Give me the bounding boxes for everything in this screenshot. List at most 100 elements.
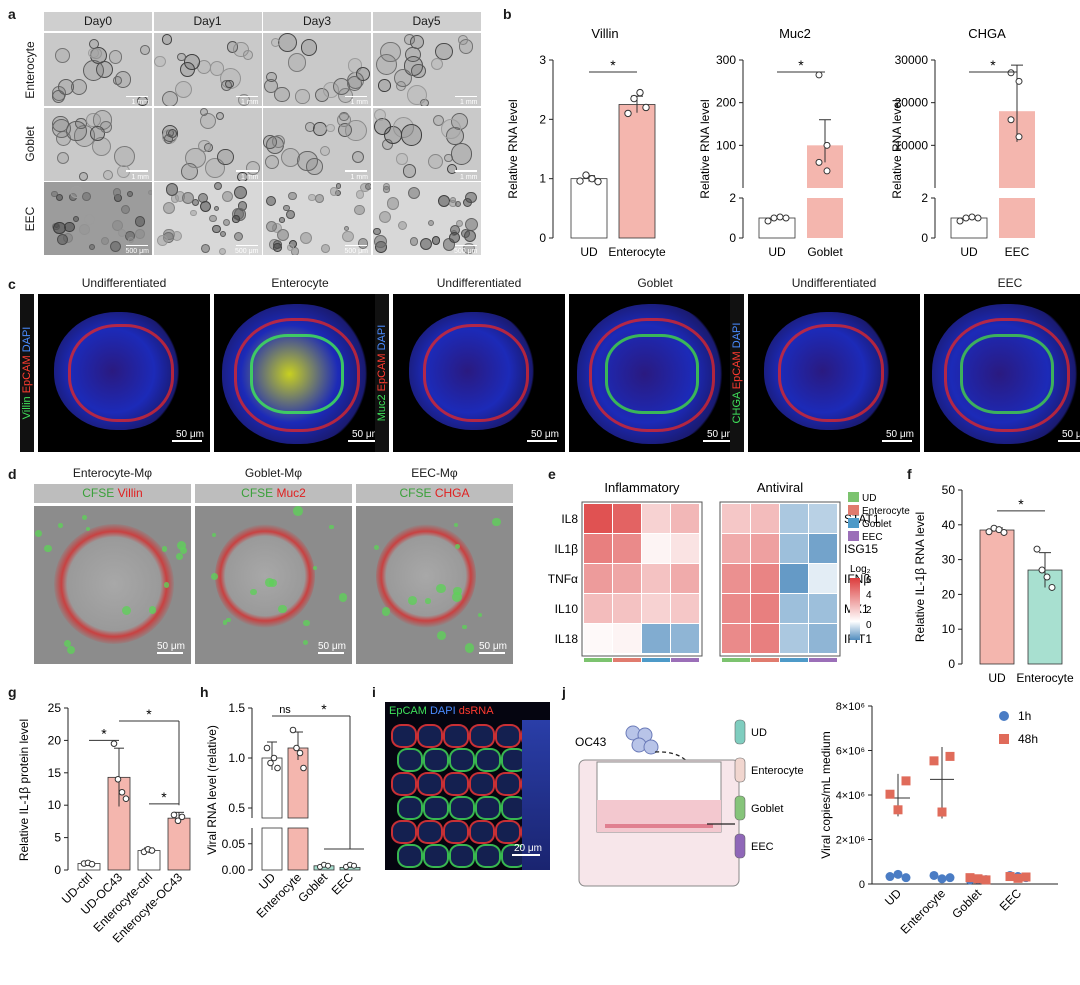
scale-label: 1 mm — [460, 99, 478, 106]
y-tick-label: 30 — [942, 553, 956, 567]
data-point — [985, 528, 993, 536]
image-title: Undifferentiated — [791, 276, 877, 290]
macrophage — [425, 598, 431, 604]
organoid — [343, 226, 349, 232]
micrograph-tile: 500 μm — [153, 182, 262, 255]
organoid — [190, 209, 198, 217]
data-point — [823, 167, 831, 175]
y-tick-label: 20 — [48, 733, 62, 747]
macrophage — [85, 527, 91, 532]
data-point — [267, 759, 274, 767]
organoid — [127, 191, 134, 198]
stain-strip: CHGA EpCAM DAPI — [730, 294, 744, 452]
y-tick-label: 0 — [539, 231, 546, 245]
heatmap-frame — [719, 501, 841, 657]
bar — [979, 529, 1015, 665]
organoid — [288, 191, 297, 201]
data-point — [293, 744, 300, 752]
organoid — [287, 53, 306, 72]
heatmap-cell — [751, 564, 779, 593]
legend-label: 48h — [1018, 732, 1038, 746]
organoid — [165, 182, 179, 196]
y-tick-label: 10000 — [895, 138, 929, 152]
y-tick-label: 0 — [948, 657, 955, 671]
scale-label: 20 μm — [514, 843, 542, 854]
organoid — [54, 47, 70, 63]
sig-star: * — [990, 57, 996, 73]
scale-bar — [479, 652, 505, 654]
organoid — [180, 62, 195, 78]
heatmap-cell — [780, 624, 808, 653]
panel-j-scatter-chart: Viral copies/mL medium 0 2×10⁶ 4×10⁶ 6×10⁶ 8×… — [819, 701, 1058, 937]
x-tick-label: UD — [882, 886, 904, 908]
data-point — [174, 817, 182, 825]
organoid — [431, 57, 444, 71]
micrograph-tile: 500 μm — [372, 182, 481, 255]
x-tick-label: UD — [580, 245, 598, 259]
organoid — [82, 191, 92, 201]
legend-label: UD — [862, 493, 876, 504]
scale-bar — [454, 170, 477, 172]
micrograph-tile: 1 mm — [263, 107, 371, 181]
heatmap-cell — [751, 534, 779, 563]
bar — [950, 217, 988, 239]
y-tick-label: 3 — [539, 53, 546, 67]
macrophage — [250, 588, 258, 596]
organoid — [162, 201, 176, 215]
day-header: Day1 — [153, 12, 262, 31]
panel-f-bar-chart: Relative IL-1β RNA level 0 10 20 30 40 50 UD Ent… — [913, 483, 1074, 685]
gene-label: IL1β — [554, 542, 578, 556]
organoid — [161, 34, 172, 45]
data-point — [114, 775, 122, 783]
stain-name: EpCAM — [389, 705, 427, 717]
organoid — [315, 194, 325, 204]
organoid — [88, 244, 95, 251]
dapi-edge — [522, 720, 550, 870]
heatmap-cell — [613, 594, 641, 623]
cell-outline — [469, 820, 495, 844]
scale-bar — [126, 170, 148, 172]
data-point — [968, 213, 976, 221]
cell-type-icon — [734, 757, 746, 783]
organoid — [69, 185, 83, 199]
y-tick-label: 8×10⁶ — [836, 701, 865, 713]
marker-signal — [960, 334, 1054, 414]
stain-name: EpCAM — [731, 351, 743, 393]
panel-d-coculture: Enterocyte-Mφ CFSE Villin 50 μm Goblet-Mφ CF… — [20, 466, 540, 666]
stain-name: dsRNA — [455, 705, 494, 717]
data-point — [642, 103, 650, 112]
cell-outline — [391, 772, 417, 796]
organoid — [220, 230, 227, 237]
macrophage — [477, 613, 482, 618]
stain-name: DAPI — [21, 326, 33, 356]
sig-star: * — [1018, 496, 1024, 512]
marker-signal — [250, 334, 344, 414]
organoid — [431, 236, 441, 245]
stain-strip: Villin EpCAM DAPI — [20, 294, 34, 452]
organoid — [66, 120, 87, 142]
heatmap-cell — [642, 624, 670, 653]
heatmap-cell — [780, 534, 808, 563]
stain-strip: Muc2 EpCAM DAPI — [375, 294, 389, 452]
stain-legend: CHGA EpCAM DAPI — [731, 323, 743, 424]
scale-bar — [512, 854, 540, 856]
cell-outline — [449, 844, 475, 868]
organoid — [419, 237, 433, 251]
organoid — [273, 243, 282, 252]
organoid — [234, 232, 244, 242]
scale-bar — [345, 95, 367, 97]
heatmap-cell — [809, 564, 837, 593]
organoid — [182, 191, 195, 204]
coculture-image: 50 μm — [34, 506, 191, 664]
organoid — [376, 524, 476, 628]
image-title: Enterocyte — [271, 276, 329, 290]
macrophage — [436, 583, 446, 594]
x-tick-label: Enterocyte — [608, 245, 666, 259]
organoid — [463, 229, 477, 243]
epcam-ring — [589, 318, 715, 432]
scale-label: 500 μm — [125, 248, 150, 255]
organoid — [79, 224, 90, 236]
y-tick-label: 2 — [921, 191, 928, 205]
macrophage — [329, 524, 334, 530]
heatmap-cell — [780, 504, 808, 533]
